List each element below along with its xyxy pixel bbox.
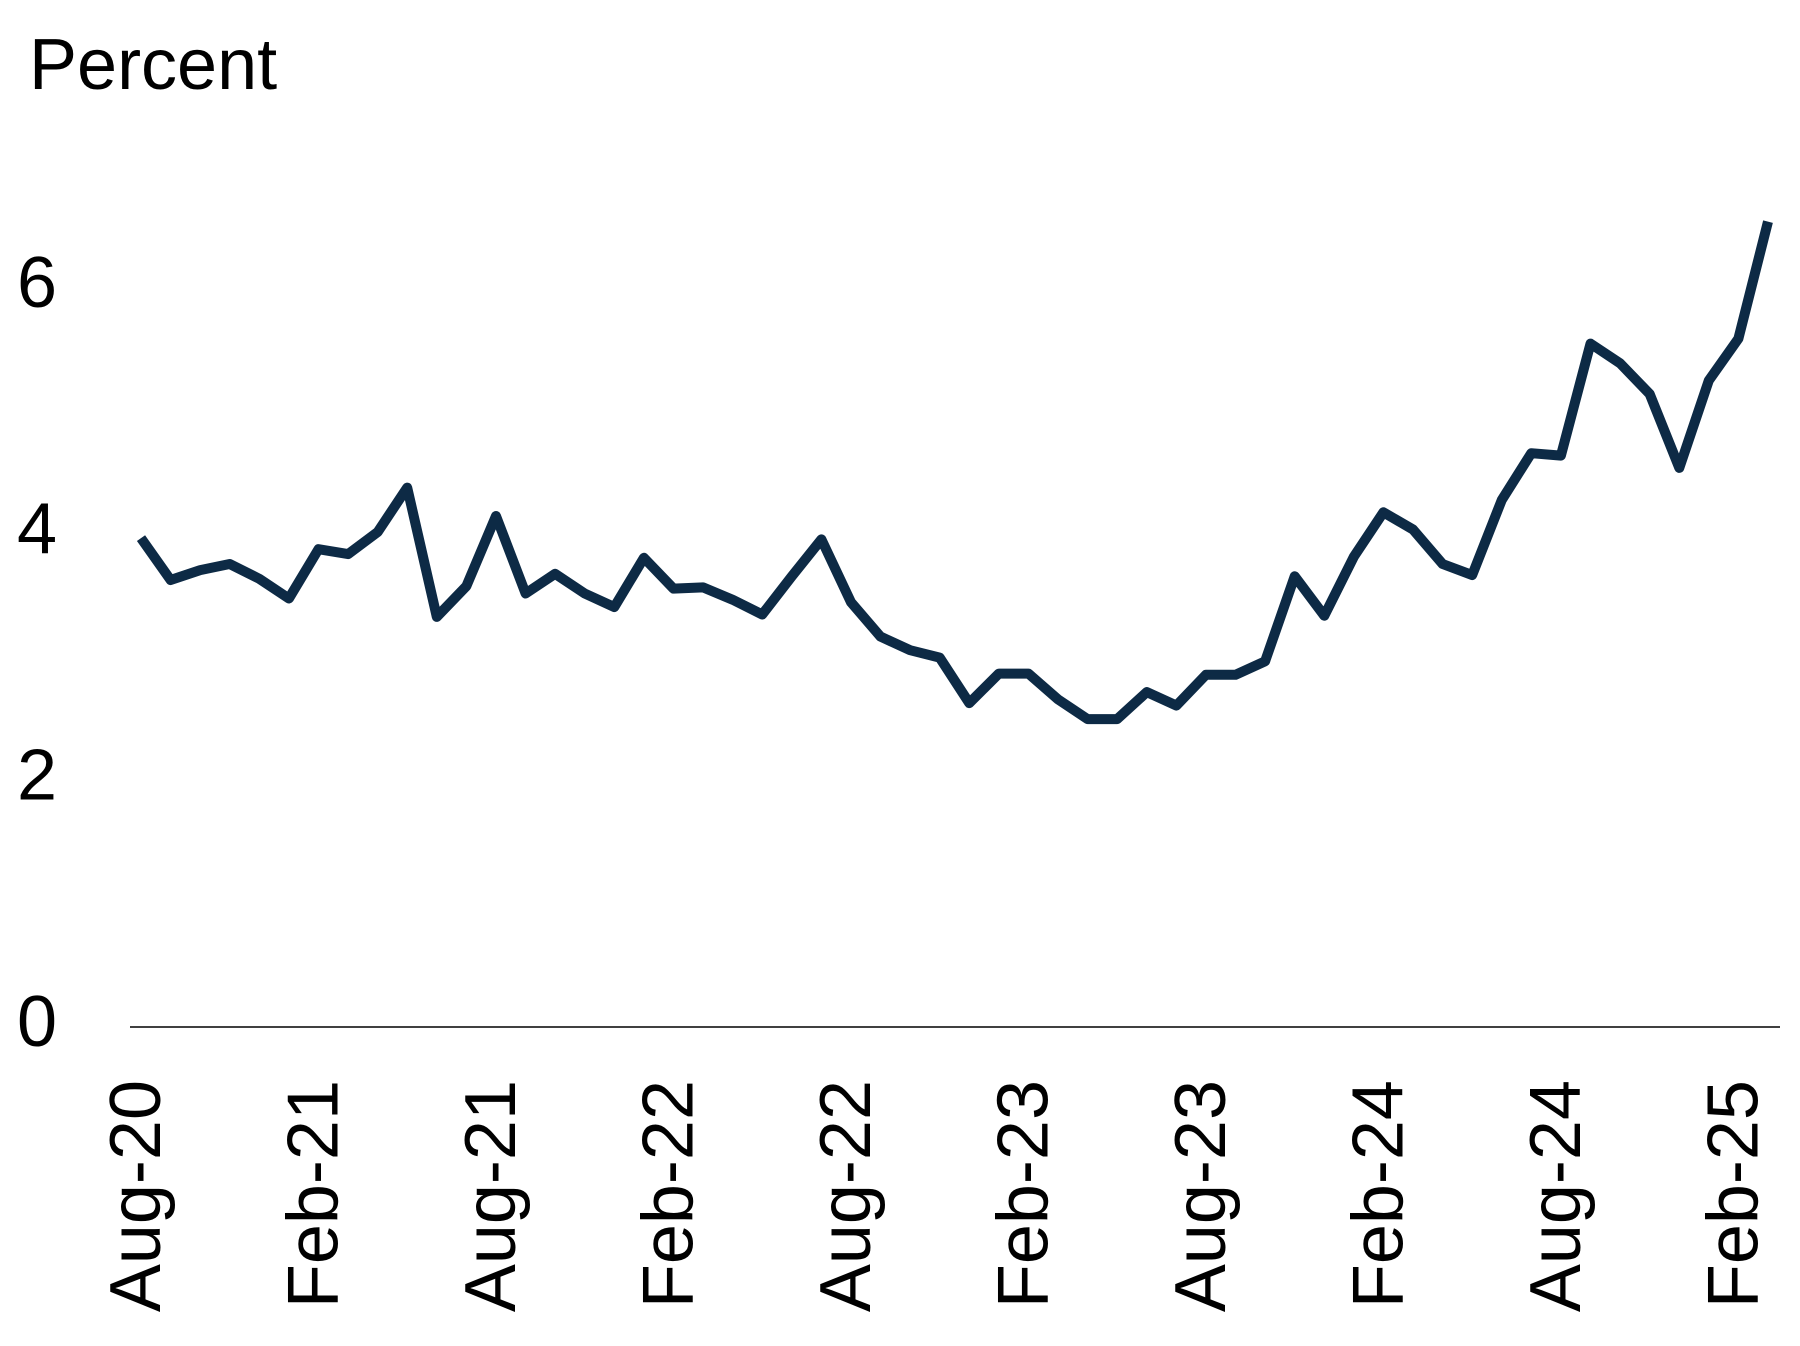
x-tick-label: Aug-21 [451,1080,531,1312]
x-tick-label: Feb-21 [274,1080,354,1308]
x-tick-label: Feb-25 [1693,1080,1773,1308]
x-tick-label: Aug-22 [806,1080,886,1312]
y-axis-label: Percent [29,25,277,105]
x-tick-label: Feb-24 [1338,1080,1418,1308]
x-tick-label: Aug-20 [96,1080,176,1312]
y-tick-label: 6 [17,243,57,323]
x-tick-label: Aug-23 [1161,1080,1241,1312]
series-line [136,220,1773,725]
y-tick-label: 4 [17,489,57,569]
y-tick-label: 2 [17,736,57,816]
x-tick-label: Feb-22 [628,1080,708,1308]
x-tick-label: Feb-23 [983,1080,1063,1308]
y-tick-label: 0 [17,982,57,1062]
x-tick-label: Aug-24 [1516,1080,1596,1312]
